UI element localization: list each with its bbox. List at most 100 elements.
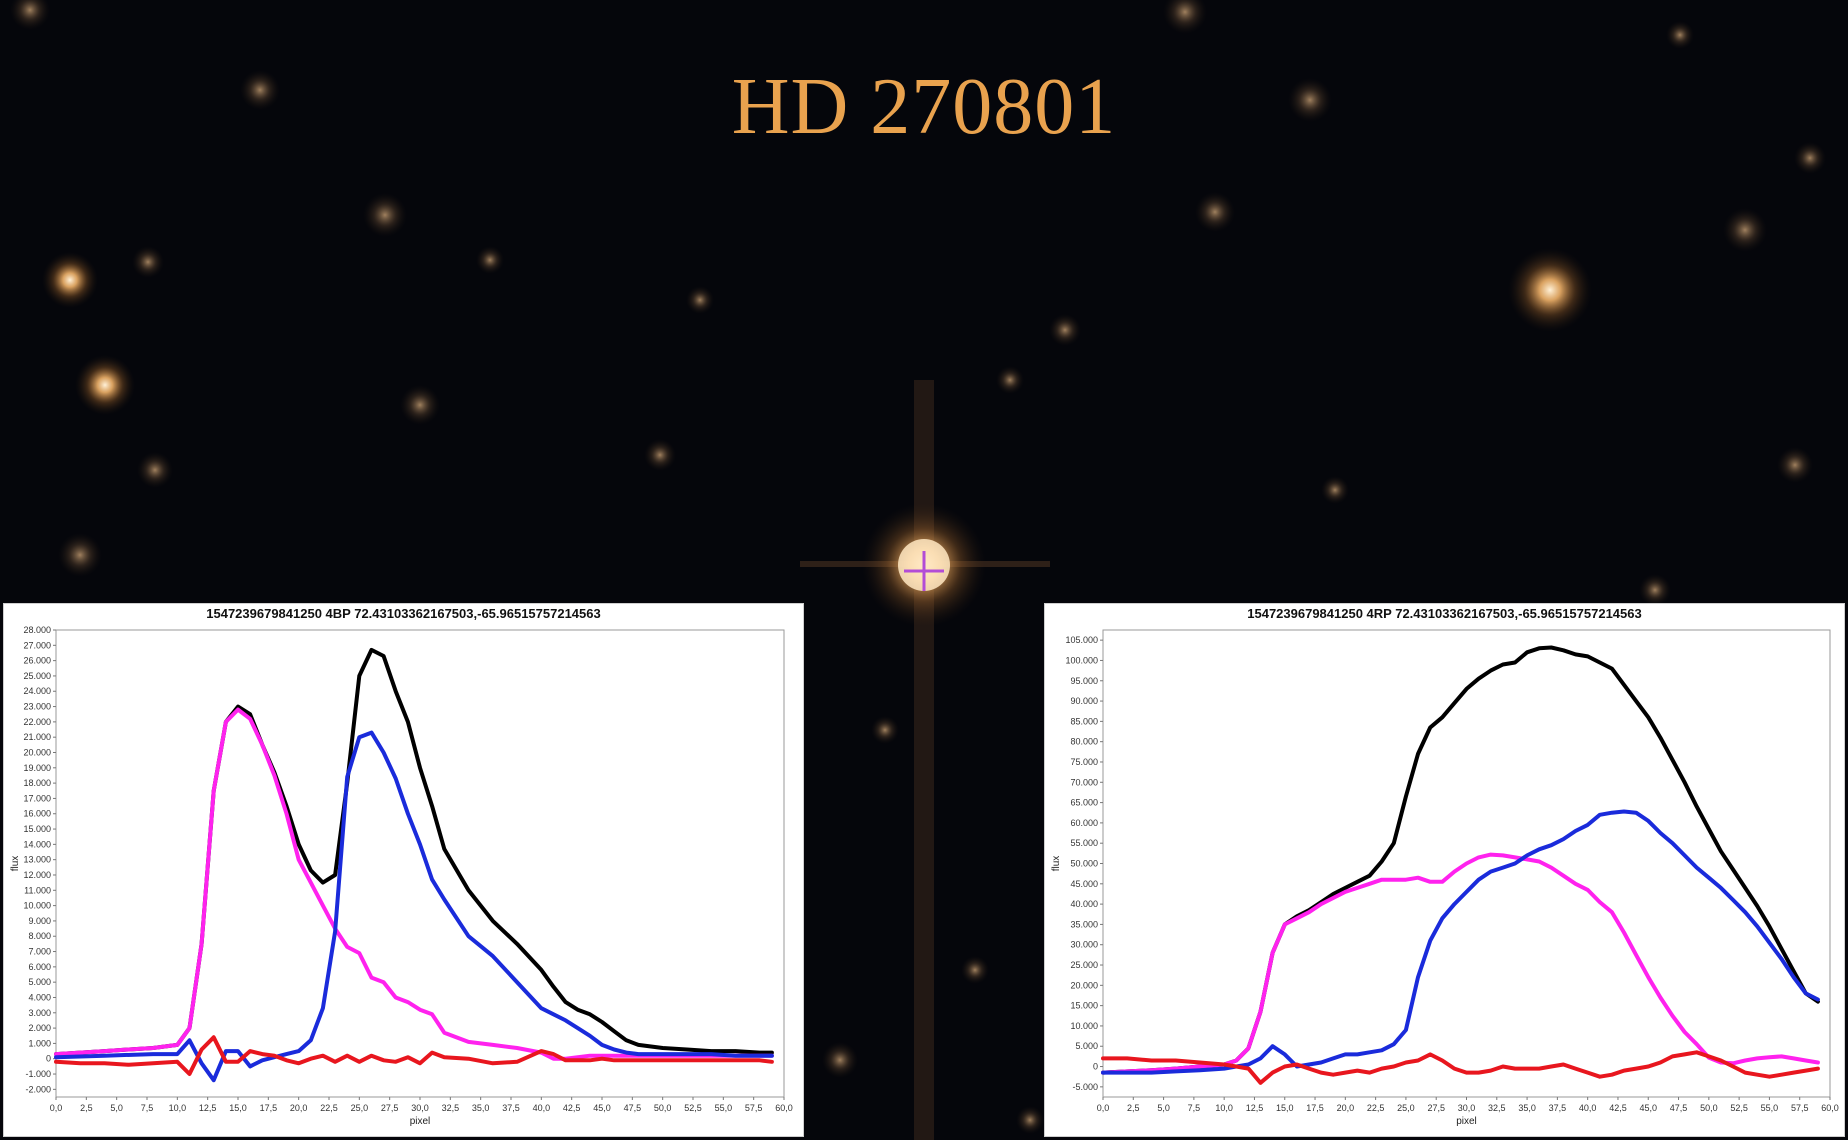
bp-flux-chart: -2.000 -1.000 0 1.000 2.000 3.000 4.000 5.000 6.… [10,625,793,1127]
x-tick-label: 55,0 [715,1103,733,1113]
y-tick-label: 19.000 [23,763,51,773]
y-tick-label: 12.000 [23,870,51,880]
x-tick-label: 32,5 [1488,1103,1506,1113]
y-tick-label: 105.000 [1065,635,1098,645]
y-tick-label: 22.000 [23,717,51,727]
x-axis-title: pixel [410,1116,431,1127]
y-axis-title: flux [10,856,21,872]
x-tick-label: 35,0 [472,1103,490,1113]
y-tick-label: 85.000 [1070,716,1098,726]
y-tick-label: 80.000 [1070,737,1098,747]
x-tick-label: 15,0 [229,1103,247,1113]
y-tick-label: 28.000 [23,625,51,635]
y-tick-label: 23.000 [23,702,51,712]
star-field [10,0,1826,1134]
y-tick-label: 35.000 [1070,919,1098,929]
y-tick-label: 18.000 [23,778,51,788]
series-line-0 [1101,645,1820,1075]
y-tick-label: 60.000 [1070,818,1098,828]
page-title: HD 270801 [731,63,1117,151]
x-tick-label: 30,0 [411,1103,429,1113]
y-tick-label: 100.000 [1065,655,1098,665]
x-tick-label: 47,5 [624,1103,642,1113]
x-tick-label: 5,0 [1157,1103,1170,1113]
y-tick-label: 21.000 [23,732,51,742]
y-tick-label: 14.000 [23,839,51,849]
y-tick-label: 10.000 [1070,1021,1098,1031]
y-tick-label: 70.000 [1070,777,1098,787]
y-tick-label: 0 [46,1054,51,1064]
y-tick-label: 25.000 [1070,960,1098,970]
y-tick-label: 90.000 [1070,696,1098,706]
y-tick-label: 11.000 [24,885,51,895]
y-tick-label: 15.000 [23,824,51,834]
x-tick-label: 37,5 [1549,1103,1567,1113]
x-tick-label: 2,5 [1127,1103,1140,1113]
x-tick-label: 2,5 [80,1103,93,1113]
y-tick-label: 9.000 [28,916,51,926]
plot-area [55,629,785,1098]
x-tick-label: 27,5 [1427,1103,1445,1113]
x-tick-label: 47,5 [1670,1103,1688,1113]
series-line-1 [1101,852,1820,1075]
series-line-3 [1101,1050,1820,1085]
x-tick-label: 27,5 [381,1103,399,1113]
x-tick-label: 10,0 [169,1103,187,1113]
x-tick-label: 42,5 [1609,1103,1627,1113]
x-tick-label: 57,5 [1791,1103,1809,1113]
x-axis-title: pixel [1456,1116,1477,1127]
x-tick-label: 60,0 [775,1103,793,1113]
bp-chart-panel: 1547239679841250 4BP 72.43103362167503,-… [3,603,804,1137]
chart-title-bp: 1547239679841250 4BP 72.43103362167503,-… [206,606,601,621]
x-tick-label: 5,0 [110,1103,123,1113]
x-tick-label: 57,5 [745,1103,763,1113]
y-tick-label: 7.000 [28,947,51,957]
series-line-2 [54,730,774,1083]
x-tick-label: 32,5 [442,1103,460,1113]
y-tick-label: 2.000 [28,1023,51,1033]
y-tick-label: 30.000 [1070,940,1098,950]
y-tick-label: -2.000 [25,1084,51,1094]
x-tick-label: 37,5 [502,1103,520,1113]
x-tick-label: 42,5 [563,1103,581,1113]
y-axis-title: flux [1051,856,1062,872]
x-tick-label: 60,0 [1821,1103,1839,1113]
series-line-0 [54,647,774,1057]
y-tick-label: -1.000 [25,1069,51,1079]
y-tick-label: 95.000 [1070,676,1098,686]
y-tick-label: 50.000 [1070,859,1098,869]
series-line-2 [1101,809,1820,1075]
y-tick-label: 16.000 [23,809,51,819]
x-tick-label: 22,5 [320,1103,338,1113]
x-tick-label: 40,0 [533,1103,551,1113]
y-tick-label: 17.000 [23,793,51,803]
x-tick-label: 45,0 [1639,1103,1657,1113]
y-tick-label: 27.000 [23,640,51,650]
x-tick-label: 25,0 [351,1103,369,1113]
x-tick-label: 10,0 [1215,1103,1233,1113]
y-tick-label: 75.000 [1070,757,1098,767]
y-tick-label: 3.000 [28,1008,51,1018]
x-tick-label: 7,5 [1188,1103,1201,1113]
x-tick-label: 45,0 [593,1103,611,1113]
y-tick-label: 6.000 [28,962,51,972]
y-tick-label: 20.000 [1070,980,1098,990]
y-tick-label: 24.000 [23,686,51,696]
x-tick-label: 0,0 [1097,1103,1110,1113]
x-tick-label: 12,5 [1246,1103,1264,1113]
x-tick-label: 0,0 [50,1103,63,1113]
chart-title-rp: 1547239679841250 4RP 72.43103362167503,-… [1247,606,1642,621]
y-tick-label: 0 [1093,1062,1098,1072]
x-tick-label: 30,0 [1458,1103,1476,1113]
y-tick-label: 26.000 [23,656,51,666]
y-tick-label: 15.000 [1070,1001,1098,1011]
y-tick-label: 45.000 [1070,879,1098,889]
y-tick-label: 10.000 [23,901,51,911]
rp-chart-panel: 1547239679841250 4RP 72.43103362167503,-… [1044,603,1845,1137]
y-tick-label: 1.000 [28,1038,51,1048]
x-tick-label: 52,5 [1730,1103,1748,1113]
x-tick-label: 52,5 [684,1103,702,1113]
y-tick-label: 5.000 [1075,1041,1098,1051]
x-tick-label: 15,0 [1276,1103,1294,1113]
x-tick-label: 25,0 [1397,1103,1415,1113]
